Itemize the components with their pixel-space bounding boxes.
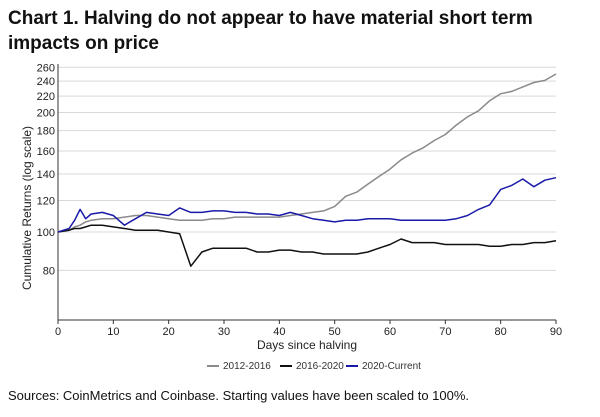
- x-tick-label-10: 10: [107, 326, 119, 338]
- y-tick-label-80: 80: [43, 265, 55, 277]
- series-lines: [57, 73, 557, 267]
- y-tick-label-200: 200: [37, 108, 55, 120]
- y-tick-label-120: 120: [37, 196, 55, 208]
- x-tick-label-80: 80: [495, 326, 507, 338]
- series-line-2016-2020: [57, 224, 557, 267]
- source-note: Sources: CoinMetrics and Coinbase. Start…: [8, 388, 470, 403]
- y-tick-label-240: 240: [37, 76, 55, 88]
- y-tick-label-260: 260: [37, 62, 55, 74]
- chart-svg: 80 100 120 140 160 180 200 220 240 260 0 10 20 30 40 5…: [20, 62, 562, 372]
- x-tick-label-90: 90: [550, 326, 562, 338]
- legend-label-2012-2016: 2012-2016: [223, 361, 271, 372]
- y-tick-labels: 80 100 120 140 160 180 200 220 240 260: [37, 62, 55, 277]
- x-tick-label-0: 0: [55, 326, 61, 338]
- x-axis-label: Days since halving: [257, 338, 357, 352]
- gridlines: [58, 66, 556, 271]
- axes: [57, 64, 557, 324]
- legend-item-2016-2020: 2016-2020: [280, 361, 344, 372]
- x-tick-label-50: 50: [329, 326, 341, 338]
- y-tick-label-180: 180: [37, 126, 55, 138]
- chart-title: Chart 1. Halving do not appear to have m…: [8, 8, 533, 54]
- legend: 2012-2016 2016-2020 2020-Current: [207, 361, 421, 372]
- series-line-2012-2016: [57, 73, 557, 233]
- y-tick-label-140: 140: [37, 169, 55, 181]
- legend-label-2020-Current: 2020-Current: [362, 361, 421, 372]
- x-tick-label-40: 40: [273, 326, 285, 338]
- y-tick-label-100: 100: [37, 227, 55, 239]
- legend-item-2012-2016: 2012-2016: [207, 361, 271, 372]
- x-tick-label-60: 60: [384, 326, 396, 338]
- legend-label-2016-2020: 2016-2020: [296, 361, 344, 372]
- x-tick-label-20: 20: [163, 326, 175, 338]
- x-tick-labels: 0 10 20 30 40 50 60 70 80 90: [55, 326, 562, 338]
- y-tick-label-160: 160: [37, 146, 55, 158]
- series-line-2020-Current: [57, 176, 557, 233]
- y-tick-label-220: 220: [37, 91, 55, 103]
- x-tick-label-70: 70: [439, 326, 451, 338]
- y-axis-label: Cumulative Returns (log scale): [20, 126, 34, 290]
- x-tick-label-30: 30: [218, 326, 230, 338]
- legend-item-2020-Current: 2020-Current: [346, 361, 421, 372]
